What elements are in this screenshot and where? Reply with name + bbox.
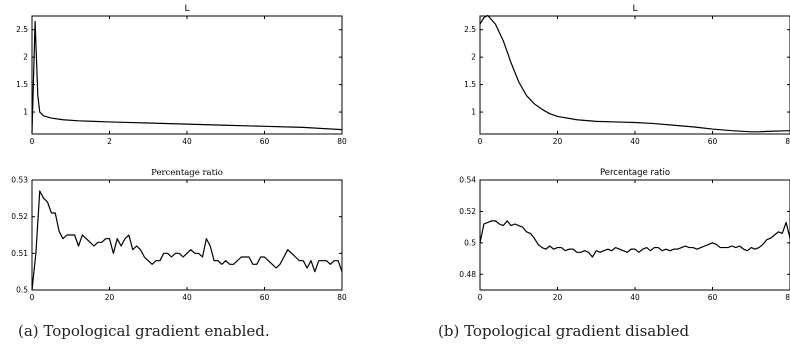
chart-title: Percentage ratio: [151, 168, 223, 178]
x-tick-label: 20: [105, 293, 115, 302]
plot-frame: [479, 15, 790, 135]
x-tick-label: 40: [182, 137, 192, 146]
y-tick-label: 2.5: [16, 25, 28, 34]
chart-title: L: [184, 4, 189, 14]
chart-title: L: [632, 4, 637, 14]
x-tick-label: 40: [630, 293, 640, 302]
plot-frame: [31, 179, 343, 291]
x-tick-label: 0: [478, 137, 483, 146]
panel-a-top: L 0 2 40 60 80 1 1.5 2 2.5: [16, 4, 347, 146]
x-tick-label: 40: [182, 293, 192, 302]
y-tick-label: 0.5: [16, 286, 28, 295]
x-tick-label: 80: [785, 137, 790, 146]
x-tick-label: 20: [553, 293, 563, 302]
plot-frame: [31, 15, 343, 135]
x-tick-label: 0: [30, 293, 35, 302]
y-tick-label: 2.5: [464, 25, 476, 34]
x-tick-label: 60: [260, 137, 270, 146]
x-tick-label: 60: [708, 137, 718, 146]
y-tick-label: 0.52: [459, 207, 476, 216]
y-tick-label: 0.5: [464, 238, 476, 247]
panel-b-bottom: Percentage ratio 0 20 40 60 80 0.48 0.5 0.52 0.54: [459, 168, 790, 302]
y-tick-label: 2: [471, 53, 476, 62]
caption-a: (a) Topological gradient enabled.: [18, 322, 270, 340]
x-tick-label: 80: [337, 137, 347, 146]
y-tick-label: 1.5: [16, 80, 28, 89]
series-line: [31, 20, 343, 133]
y-tick-label: 0.53: [11, 176, 28, 185]
x-tick-label: 60: [260, 293, 270, 302]
y-tick-label: 1: [471, 108, 476, 117]
panel-b-top: L 0 20 40 60 80 1 1.5 2 2.5: [464, 4, 790, 146]
y-tick-label: 0.54: [459, 176, 476, 185]
x-tick-label: 0: [478, 293, 483, 302]
panel-a-bottom: Percentage ratio 0 20 40 60 80 0.5 0.51 0.52 0.53: [11, 168, 347, 302]
x-tick-label: 80: [785, 293, 790, 302]
plot-frame: [479, 179, 790, 291]
y-tick-label: 0.48: [459, 270, 476, 279]
x-tick-label: 60: [708, 293, 718, 302]
y-tick-label: 0.52: [11, 212, 28, 221]
y-tick-label: 0.51: [11, 249, 28, 258]
y-tick-label: 2: [23, 53, 28, 62]
series-line: [479, 220, 790, 258]
series-line: [479, 14, 790, 133]
series-line: [31, 190, 343, 291]
x-tick-label: 2: [107, 137, 112, 146]
x-tick-label: 80: [337, 293, 347, 302]
x-tick-label: 0: [30, 137, 35, 146]
y-tick-label: 1: [23, 108, 28, 117]
chart-title: Percentage ratio: [600, 168, 670, 178]
x-tick-label: 20: [553, 137, 563, 146]
y-tick-label: 1.5: [464, 80, 476, 89]
x-tick-label: 40: [630, 137, 640, 146]
caption-b: (b) Topological gradient disabled: [438, 322, 690, 340]
